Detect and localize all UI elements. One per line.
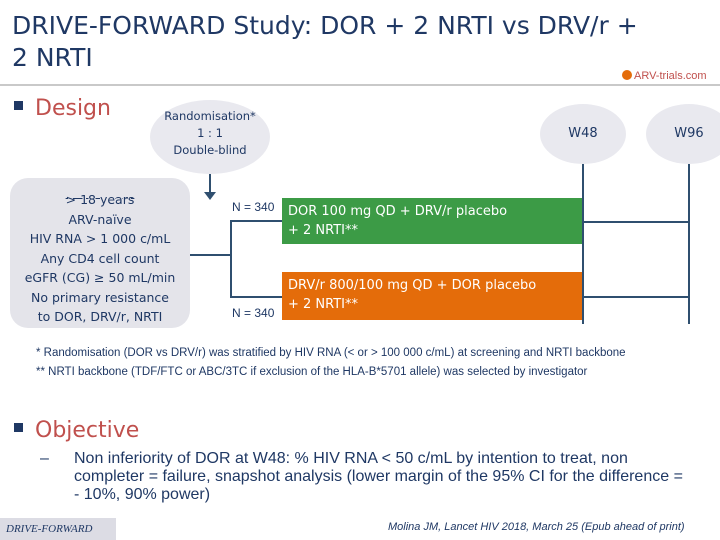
objective-text: Non inferiority of DOR at W48: % HIV RNA… <box>74 450 683 503</box>
bullet-square-icon <box>14 423 23 432</box>
arm2-n: N = 340 <box>232 306 275 320</box>
green-arm-extension <box>582 221 690 223</box>
logo-icon <box>622 70 632 80</box>
randomisation-arrow-shaft <box>209 174 211 194</box>
randomisation-blinding: Double-blind <box>173 143 247 157</box>
criteria-resistance-cont: to DOR, DRV/r, NRTI <box>37 309 163 324</box>
randomisation-bubble: Randomisation* 1 : 1 Double-blind <box>150 100 270 174</box>
dash-bullet: – <box>40 450 49 467</box>
arm-dor: DOR 100 mg QD + DRV/r placebo + 2 NRTI** <box>282 198 582 244</box>
footnote-nrti: ** NRTI backbone (TDF/FTC or ABC/3TC if … <box>36 366 588 378</box>
criteria-hiv-rna: HIV RNA > 1 000 c/mL <box>29 231 171 246</box>
criteria-arv: ARV-naïve <box>68 211 132 227</box>
branch-to-orange <box>230 296 282 298</box>
criteria-age: > 18 years <box>65 192 135 207</box>
week-48-bubble: W48 <box>540 104 626 164</box>
criteria-cd4: Any CD4 cell count <box>40 250 160 266</box>
logo-text: ARV-trials.com <box>634 70 707 82</box>
objective-heading: Objective <box>14 418 139 443</box>
criteria-connector <box>190 254 230 256</box>
arm-drv-line2: + 2 NRTI** <box>288 297 359 312</box>
branch-vertical <box>230 220 232 298</box>
inclusion-criteria: > 18 years ARV-naïve HIV RNA > 1 000 c/m… <box>10 178 190 328</box>
criteria-resistance: No primary resistance <box>31 289 169 305</box>
objective-text-block: – Non inferiority of DOR at W48: % HIV R… <box>40 450 690 504</box>
arm-drv: DRV/r 800/100 mg QD + DOR placebo + 2 NR… <box>282 272 582 320</box>
week-96-bubble: W96 <box>646 104 720 164</box>
week-96-line <box>688 164 690 324</box>
week-48-line <box>582 164 584 324</box>
randomisation-label: Randomisation* <box>164 109 256 123</box>
arm1-n: N = 340 <box>232 200 275 214</box>
down-arrow-icon <box>204 192 216 200</box>
design-heading: Design <box>14 96 111 121</box>
logo: ARV-trials.com <box>622 70 707 82</box>
arm-dor-line2: + 2 NRTI** <box>288 223 359 238</box>
bullet-square-icon <box>14 101 23 110</box>
orange-arm-extension <box>582 296 690 298</box>
arm-drv-line1: DRV/r 800/100 mg QD + DOR placebo <box>288 278 537 293</box>
footnote-randomisation: * Randomisation (DOR vs DRV/r) was strat… <box>36 347 626 359</box>
title-divider <box>0 84 720 86</box>
footer-reference: Molina JM, Lancet HIV 2018, March 25 (Ep… <box>388 521 685 533</box>
randomisation-ratio: 1 : 1 <box>197 126 223 140</box>
footer-study-name: DRIVE-FORWARD <box>0 518 116 540</box>
criteria-egfr: eGFR (CG) ≥ 50 mL/min <box>24 270 176 285</box>
arm-dor-line1: DOR 100 mg QD + DRV/r placebo <box>288 204 508 219</box>
page-title: DRIVE-FORWARD Study: DOR + 2 NRTI vs DRV… <box>12 11 638 72</box>
branch-to-green <box>230 220 282 222</box>
